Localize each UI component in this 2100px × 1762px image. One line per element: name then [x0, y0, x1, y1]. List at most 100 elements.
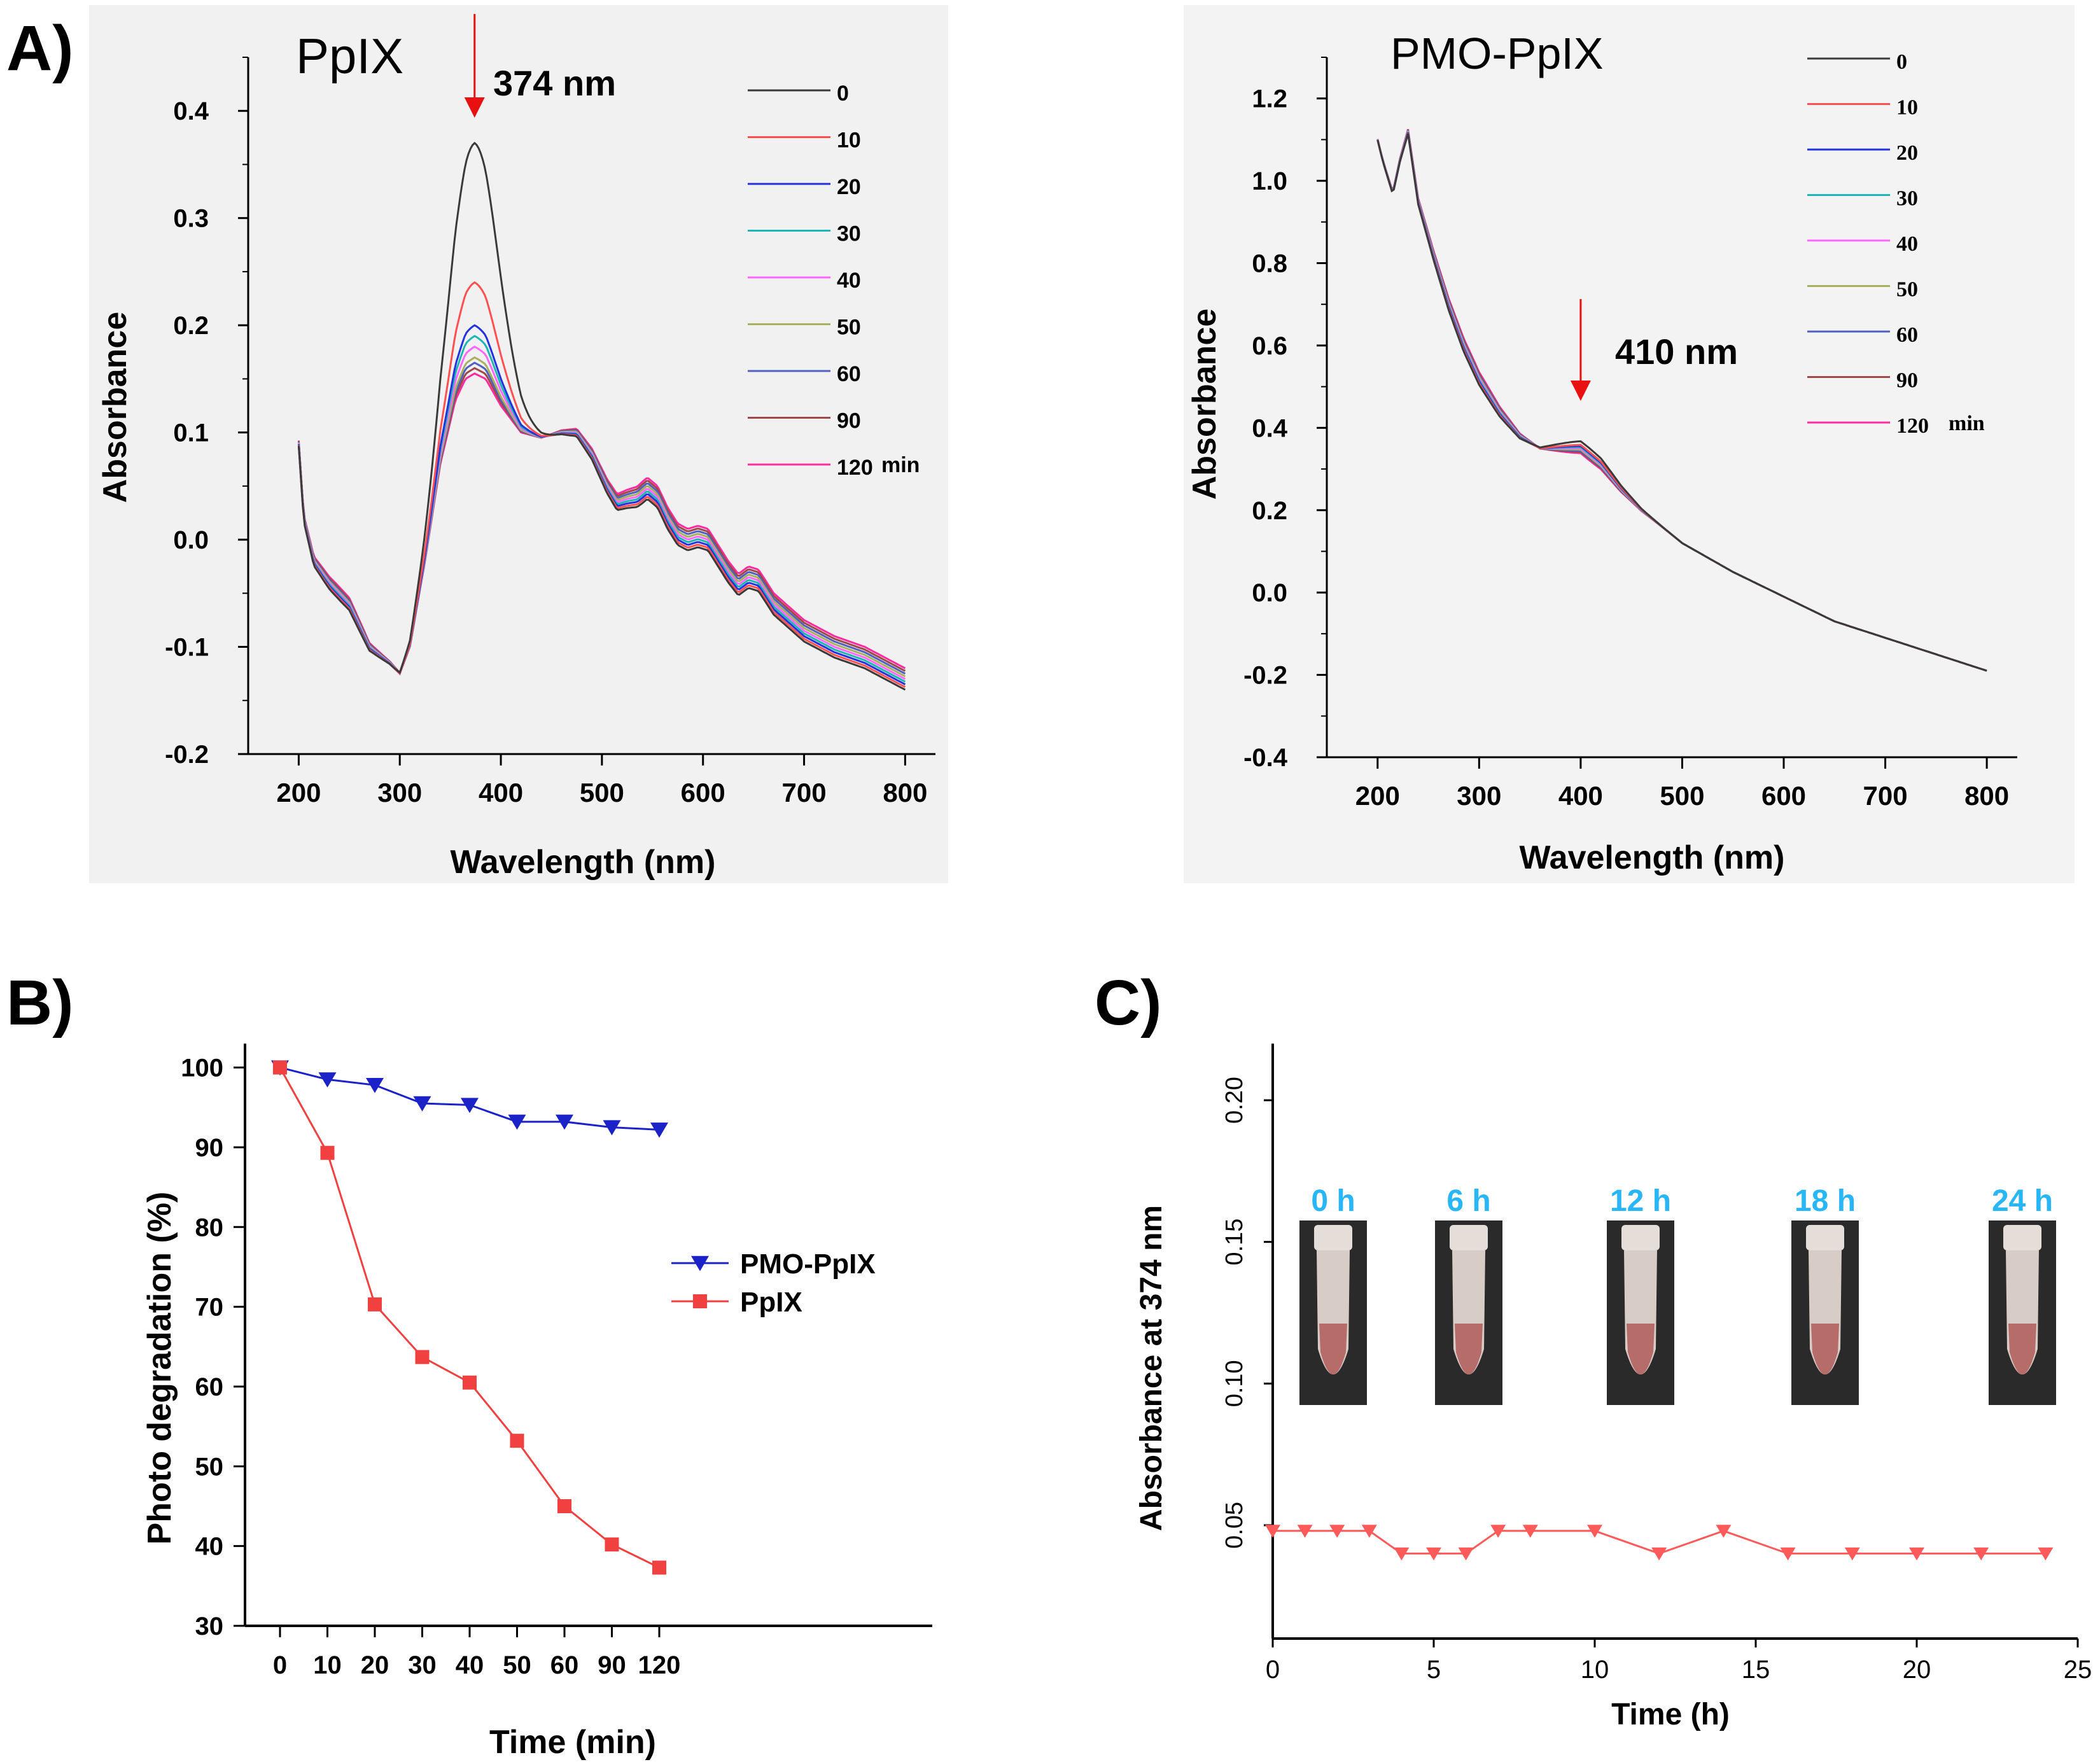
chart-a2-axes: 200 300 400 500 600 700 800 -0.4 -0.2 0.0 0.2 0.4 0.… [1243, 57, 2017, 811]
c-photo-label-12 h: 12 h [1610, 1184, 1671, 1218]
c-marker-8h [1522, 1525, 1538, 1538]
b-marker-PMO-PpIX-10 [318, 1072, 337, 1088]
b-y-tick-label: 60 [195, 1373, 224, 1401]
a2-x-tick-label: 300 [1457, 781, 1501, 811]
a2-y-tick-label: 0.0 [1252, 579, 1287, 607]
chart-b-ylabel: Photo degradation (%) [141, 1192, 178, 1545]
b-x-tick-label: 50 [503, 1651, 531, 1679]
chart-b-photodegradation: Photo degradation (%) Time (min) 30 40 50 6… [141, 1044, 932, 1761]
chart-c-tube-photos: 0 h 6 h 12 h 18 h 24 h [1299, 1184, 2056, 1405]
b-y-tick-label: 100 [181, 1054, 223, 1082]
a1-arrow-head [464, 97, 485, 118]
panel-a2-background [1184, 5, 2075, 883]
a2-legend-unit: min [1949, 412, 1985, 435]
a2-legend-label-30: 30 [1896, 187, 1918, 211]
b-legend-marker-PMO-PpIX [691, 1255, 709, 1271]
a1-legend-label-20: 20 [837, 175, 861, 199]
c-x-tick-label: 0 [1266, 1656, 1280, 1684]
c-tube-liquid [2008, 1324, 2036, 1374]
a2-legend-label-90: 90 [1896, 369, 1918, 393]
chart-a2-xlabel: Wavelength (nm) [1520, 839, 1785, 876]
a1-legend-label-50: 50 [837, 316, 861, 340]
b-y-tick-label: 30 [195, 1612, 224, 1640]
c-marker-10h [1587, 1525, 1602, 1538]
a1-y-tick-label: 0.2 [173, 312, 209, 340]
c-tube-cap [1621, 1225, 1660, 1250]
b-y-tick-label: 70 [195, 1294, 224, 1322]
b-marker-PMO-PpIX-90 [603, 1120, 621, 1136]
chart-c-axes: 0.05 0.10 0.15 0.20 0 5 10 15 20 25 [1221, 1044, 2092, 1684]
b-marker-PpIX-30 [415, 1350, 430, 1364]
c-tube-liquid [1627, 1324, 1655, 1374]
c-marker-4h [1394, 1547, 1410, 1561]
b-marker-PpIX-120 [652, 1560, 666, 1575]
chart-a2-pmo-pplx-spectra: PMO-PpIX 410 nm Absorbance Wavelength (n… [1186, 29, 2017, 876]
a2-y-tick-label: 0.8 [1252, 250, 1287, 278]
a1-y-tick-label: 0.3 [173, 205, 209, 233]
chart-a2-series [1376, 129, 1987, 672]
b-marker-PMO-PpIX-50 [508, 1114, 526, 1130]
b-x-tick-label: 90 [598, 1651, 626, 1679]
b-x-tick-label: 10 [313, 1651, 342, 1679]
b-marker-PMO-PpIX-40 [461, 1098, 479, 1114]
a1-legend-label-30: 30 [837, 222, 861, 246]
a1-x-tick-label: 200 [276, 778, 321, 808]
chart-b-axes: 30 40 50 60 70 80 90 100 0 10 20 30 40 50 60 90 120 [181, 1044, 932, 1679]
chart-a1-annotation: 374 nm [493, 63, 616, 103]
b-marker-PpIX-40 [463, 1375, 477, 1390]
chart-a2-title: PMO-PpIX [1390, 29, 1604, 78]
chart-a1-arrow [464, 14, 485, 118]
c-tube-liquid [1319, 1324, 1347, 1374]
b-marker-PpIX-20 [368, 1297, 382, 1311]
c-marker-0h [1265, 1525, 1280, 1538]
c-marker-3h [1361, 1525, 1377, 1538]
c-photo-label-18 h: 18 h [1795, 1184, 1856, 1218]
a1-legend-label-90: 90 [837, 409, 861, 433]
c-y-tick-label: 0.15 [1221, 1219, 1248, 1266]
panel-label-a: A) [6, 13, 74, 84]
a2-legend-label-50: 50 [1896, 278, 1918, 302]
a2-y-tick-label: -0.4 [1243, 744, 1288, 772]
a1-legend-label-60: 60 [837, 362, 861, 386]
a1-y-tick-label: 0.0 [173, 526, 209, 554]
c-marker-22h [1973, 1547, 1989, 1561]
c-y-tick-label: 0.10 [1221, 1360, 1248, 1407]
chart-a1-legend: 0 10 20 30 40 50 60 90 120 min [748, 81, 920, 480]
panel-label-c: C) [1095, 967, 1162, 1038]
b-x-tick-label: 40 [456, 1651, 484, 1679]
c-marker-24h [2038, 1547, 2054, 1561]
a1-y-tick-label: -0.1 [165, 634, 209, 662]
c-tube-photo-6 h [1435, 1220, 1502, 1405]
a2-x-tick-label: 800 [1964, 781, 2009, 811]
c-tube-photo-18 h [1791, 1220, 1859, 1405]
a1-legend-label-10: 10 [837, 129, 861, 153]
c-x-tick-label: 20 [1903, 1656, 1931, 1684]
a1-legend-label-40: 40 [837, 269, 861, 293]
c-marker-6h [1458, 1547, 1474, 1561]
c-x-tick-label: 10 [1581, 1656, 1609, 1684]
b-series-line-PpIX [279, 1066, 660, 1569]
a2-legend-label-0: 0 [1896, 50, 1907, 74]
c-marker-2h [1329, 1525, 1345, 1538]
c-tube-cap [1806, 1225, 1844, 1250]
c-x-tick-label: 25 [2064, 1656, 2092, 1684]
c-tube-liquid [1455, 1324, 1483, 1374]
c-marker-18h [1844, 1547, 1860, 1561]
b-y-tick-label: 50 [195, 1453, 224, 1481]
c-photo-label-24 h: 24 h [1992, 1184, 2053, 1218]
c-tube-photo-24 h [1989, 1220, 2056, 1405]
b-x-tick-label: 20 [361, 1651, 389, 1679]
c-tube-cap [1314, 1225, 1352, 1250]
panel-a1-background [89, 5, 948, 883]
chart-b-legend: PMO-PpIX PpIX [671, 1248, 876, 1318]
b-y-tick-label: 90 [195, 1134, 224, 1162]
b-marker-PMO-PpIX-30 [413, 1096, 431, 1112]
a1-x-tick-label: 600 [681, 778, 725, 808]
a1-y-tick-label: -0.2 [165, 741, 209, 769]
c-marker-5h [1426, 1547, 1441, 1561]
c-photo-label-6 h: 6 h [1446, 1184, 1490, 1218]
c-x-tick-label: 15 [1742, 1656, 1770, 1684]
b-marker-PpIX-0 [273, 1060, 287, 1075]
a2-series-0 [1376, 133, 1987, 672]
